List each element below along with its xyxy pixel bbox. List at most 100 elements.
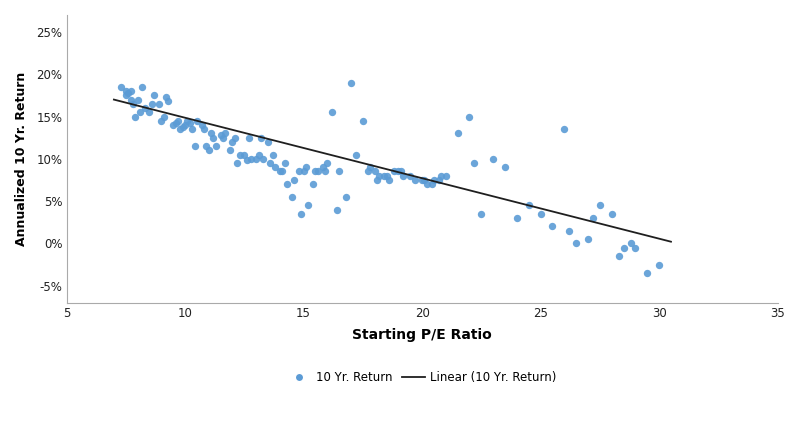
Point	[224, 147, 237, 154]
Point	[188, 143, 201, 150]
Point	[162, 98, 175, 105]
Point	[653, 261, 666, 268]
Point	[257, 155, 270, 162]
Point	[274, 168, 286, 175]
Point	[174, 126, 186, 133]
Point	[606, 210, 618, 218]
Point	[178, 121, 191, 128]
Legend: 10 Yr. Return, Linear (10 Yr. Return): 10 Yr. Return, Linear (10 Yr. Return)	[283, 366, 562, 389]
Point	[311, 168, 324, 175]
Point	[427, 176, 440, 183]
Point	[286, 193, 298, 200]
Point	[169, 120, 182, 127]
Point	[451, 130, 464, 137]
Point	[425, 181, 438, 188]
Point	[309, 168, 322, 175]
Point	[522, 202, 535, 209]
Point	[404, 172, 417, 179]
Point	[138, 105, 151, 112]
Y-axis label: Annualized 10 Yr. Return: Annualized 10 Yr. Return	[15, 72, 28, 246]
Point	[171, 117, 184, 124]
Point	[498, 164, 511, 171]
Point	[176, 123, 189, 130]
Point	[276, 168, 289, 175]
Point	[129, 113, 142, 120]
Point	[233, 151, 246, 158]
Point	[136, 83, 149, 90]
Point	[382, 176, 395, 183]
Point	[207, 134, 220, 141]
Point	[394, 168, 407, 175]
Point	[240, 157, 253, 164]
Point	[321, 159, 334, 167]
Point	[155, 117, 168, 124]
Point	[558, 126, 570, 133]
Point	[316, 164, 329, 171]
Point	[397, 172, 410, 179]
Point	[357, 117, 370, 124]
Point	[439, 172, 452, 179]
Point	[510, 214, 523, 222]
Point	[299, 164, 312, 171]
Point	[392, 168, 405, 175]
Point	[534, 210, 547, 218]
Point	[122, 89, 134, 97]
Point	[219, 130, 232, 137]
Point	[586, 214, 599, 222]
Point	[418, 176, 431, 183]
Point	[432, 176, 445, 183]
Point	[570, 240, 582, 247]
Point	[186, 126, 198, 133]
Point	[238, 151, 250, 158]
Point	[340, 193, 353, 200]
Point	[387, 168, 400, 175]
Point	[143, 109, 156, 116]
Point	[373, 172, 386, 179]
Point	[416, 176, 429, 183]
Point	[181, 117, 194, 124]
Point	[288, 176, 301, 183]
Point	[119, 88, 132, 95]
Point	[368, 168, 381, 175]
Point	[266, 151, 279, 158]
Point	[330, 206, 343, 213]
X-axis label: Starting P/E Ratio: Starting P/E Ratio	[352, 328, 492, 342]
Point	[345, 79, 358, 86]
Point	[269, 164, 282, 171]
Point	[131, 96, 144, 103]
Point	[380, 172, 393, 179]
Point	[119, 92, 132, 99]
Point	[468, 159, 481, 167]
Point	[463, 113, 476, 120]
Point	[160, 93, 173, 101]
Point	[202, 147, 215, 154]
Point	[226, 138, 239, 145]
Point	[126, 100, 139, 107]
Point	[278, 159, 291, 167]
Point	[629, 244, 642, 251]
Point	[134, 109, 146, 116]
Point	[210, 143, 222, 150]
Point	[190, 117, 203, 124]
Point	[486, 155, 499, 162]
Point	[254, 134, 267, 141]
Point	[214, 132, 227, 139]
Point	[242, 134, 255, 141]
Point	[252, 151, 265, 158]
Point	[195, 121, 208, 128]
Point	[153, 100, 166, 107]
Point	[594, 202, 606, 209]
Point	[613, 253, 626, 260]
Point	[306, 181, 319, 188]
Point	[302, 202, 314, 209]
Point	[158, 113, 170, 120]
Point	[582, 236, 594, 243]
Point	[228, 134, 241, 141]
Point	[562, 227, 575, 234]
Point	[293, 168, 306, 175]
Point	[318, 168, 331, 175]
Point	[245, 155, 258, 162]
Point	[617, 244, 630, 251]
Point	[294, 210, 307, 218]
Point	[641, 269, 654, 276]
